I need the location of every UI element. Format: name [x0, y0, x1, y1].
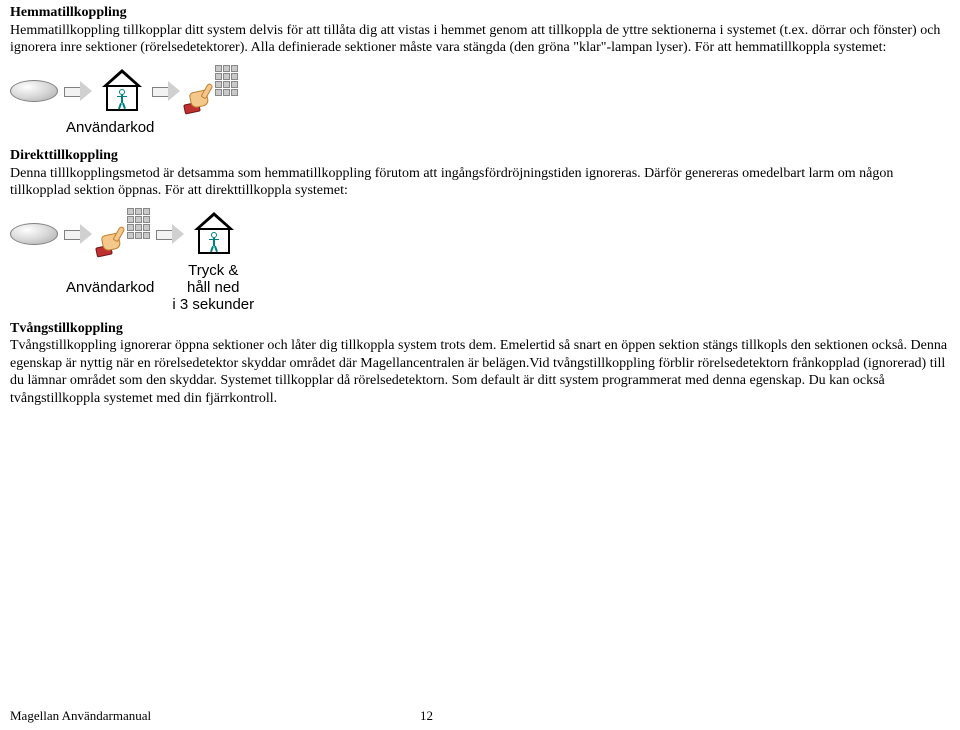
- hold-line-1: Tryck &: [172, 262, 254, 279]
- footer-doc-title: Magellan Användarmanual: [10, 708, 151, 723]
- footer-page-number: 12: [420, 708, 433, 724]
- diagram-direkttillkoppling: [10, 208, 950, 260]
- section-body-hemmatillkoppling: Hemmatillkoppling tillkopplar ditt syste…: [10, 22, 950, 57]
- section-title-tvangstillkoppling: Tvångstillkoppling: [10, 320, 950, 338]
- hold-line-2: håll ned: [172, 279, 254, 296]
- oval-icon: [10, 223, 58, 245]
- section-title-hemmatillkoppling: Hemmatillkoppling: [10, 4, 950, 22]
- diagram-label-hold: Tryck & håll ned i 3 sekunder: [172, 262, 254, 314]
- diagram-label-anvandarkod: Användarkod: [66, 119, 950, 138]
- oval-icon: [10, 80, 58, 102]
- diagram-label-anvandarkod: Användarkod: [66, 279, 154, 296]
- house-with-person-icon: [98, 67, 146, 115]
- arrow-icon: [64, 223, 92, 245]
- arrow-icon: [156, 223, 184, 245]
- hand-press-keypad-icon: [186, 65, 238, 117]
- arrow-icon: [64, 80, 92, 102]
- hold-line-3: i 3 sekunder: [172, 296, 254, 313]
- arrow-icon: [152, 80, 180, 102]
- section-title-direkttillkoppling: Direkttillkoppling: [10, 147, 950, 165]
- house-with-person-icon: [190, 210, 238, 258]
- page-footer: Magellan Användarmanual 12: [10, 708, 950, 724]
- section-body-direkttillkoppling: Denna tilllkopplingsmetod är detsamma so…: [10, 165, 950, 200]
- diagram-hemmatillkoppling: [10, 65, 950, 117]
- hand-press-keypad-icon: [98, 208, 150, 260]
- section-body-tvangstillkoppling: Tvångstillkoppling ignorerar öppna sekti…: [10, 337, 950, 407]
